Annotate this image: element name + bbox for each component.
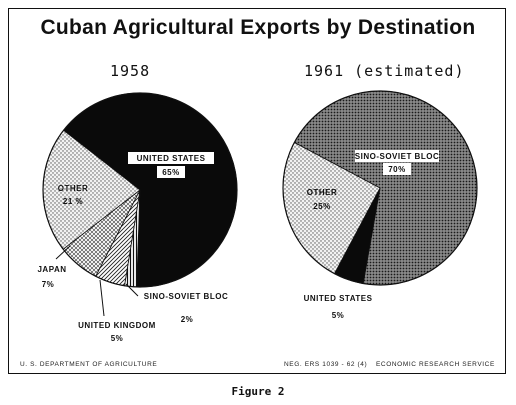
leader-japan [55,245,71,260]
value-1958-united-states: 65% [162,168,180,177]
value-1958-united-kingdom: 5% [111,334,124,343]
leader-united-kingdom [99,279,105,317]
pie-outline [42,92,238,288]
label-1961-united-states: UNITED STATES [304,294,373,303]
figure-caption: Figure 2 [231,385,285,398]
figure-title: Cuban Agricultural Exports by Destinatio… [40,16,476,39]
label-1958-japan: JAPAN [37,265,66,274]
value-1958-other: 21 % [63,197,83,206]
value-1958-sino-soviet-bloc: 2% [181,315,194,324]
label-1961-sino-soviet-bloc: SINO-SOVIET BLOC [355,152,439,161]
footer-negative-number: NEG. ERS 1039 - 62 (4) [284,361,368,368]
value-1961-other: 25% [313,202,331,211]
label-1961-other: OTHER [307,188,338,197]
label-1958-united-kingdom: UNITED KINGDOM [78,321,156,330]
label-1958-united-states: UNITED STATES [137,154,206,163]
value-1958-japan: 7% [42,280,55,289]
label-1958-sino-soviet-bloc: SINO-SOVIET BLOC [144,292,228,301]
pie-1958-title: 1958 [110,62,151,80]
footer-department: U. S. DEPARTMENT OF AGRICULTURE [20,361,158,368]
label-1958-other: OTHER [58,184,89,193]
value-1961-united-states: 5% [332,311,345,320]
footer-service: ECONOMIC RESEARCH SERVICE [376,361,495,368]
value-1961-sino-soviet-bloc: 70% [388,165,406,174]
leader-sino-soviet-1958 [125,283,139,297]
pie-1961-title: 1961 (estimated) [304,62,465,80]
pie-outline [282,90,478,286]
